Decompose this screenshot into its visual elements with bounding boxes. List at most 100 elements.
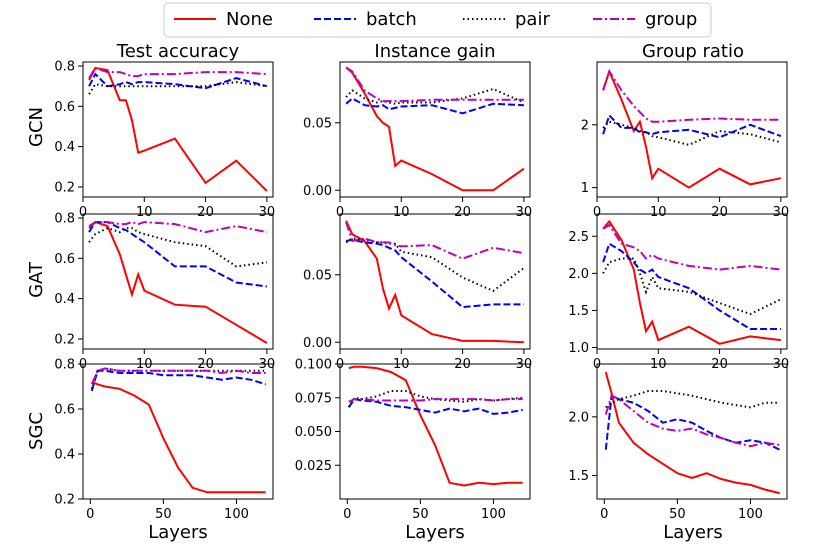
xlabel-col-1: Layers xyxy=(405,522,465,543)
y-tick-label: 1.0 xyxy=(568,341,589,356)
y-tick-label: 0.2 xyxy=(54,332,75,347)
x-tick-label: 0 xyxy=(600,507,608,522)
chart-panel-1-2: 0 10 20 301.01.52.02.5 xyxy=(568,213,789,372)
x-tick-label: 30 xyxy=(773,205,790,220)
series-line-batch xyxy=(602,242,781,330)
series-line-batch xyxy=(90,369,266,392)
series-line-none xyxy=(345,66,525,192)
series-line-group xyxy=(88,66,267,79)
series-line-pair xyxy=(605,390,780,409)
chart-panel-1-1: 0 10 20 300.000.05 xyxy=(303,213,532,372)
y-tick-label: 0.100 xyxy=(295,358,332,373)
series-line-batch xyxy=(604,394,781,451)
x-tick-label: 30 xyxy=(516,205,533,220)
y-tick-label: 0.8 xyxy=(54,60,75,75)
y-tick-label: 2.0 xyxy=(568,267,589,282)
axes-frame xyxy=(339,213,531,350)
y-tick-label: 0.8 xyxy=(54,212,75,227)
y-tick-label: 0.4 xyxy=(54,140,75,155)
y-tick-label: 0.050 xyxy=(295,425,332,440)
y-tick-label: 0.4 xyxy=(54,292,75,307)
y-tick-label: 1.5 xyxy=(568,304,589,319)
series-line-pair xyxy=(88,81,268,95)
row-label-gcn: GCN xyxy=(26,107,47,147)
series-line-pair xyxy=(602,120,782,146)
chart-panel-2-1: 0 50 100 0.025 0.050 0.075 0.100 xyxy=(295,358,531,522)
x-tick-label: 50 xyxy=(412,507,429,522)
chart-panel-0-1: 0 10 20 30 0.00 0.05 xyxy=(303,61,533,220)
axes-frame xyxy=(82,363,274,500)
y-tick-label: 0.075 xyxy=(295,391,332,406)
chart-panel-2-0: 0 50 100 0.2 0.4 0.6 0.8 xyxy=(54,358,274,522)
axes-frame xyxy=(596,363,788,500)
column-title-instance-gain: Instance gain xyxy=(374,41,495,62)
y-tick-label: 0.4 xyxy=(54,448,75,463)
series-line-group xyxy=(88,221,268,234)
series-line-none xyxy=(602,219,782,345)
x-tick-label: 50 xyxy=(669,507,686,522)
x-tick-label: 0 xyxy=(86,507,94,522)
legend-label-pair: pair xyxy=(515,9,550,30)
x-tick-label: 20 xyxy=(197,205,214,220)
x-tick-label: 0 xyxy=(336,205,344,220)
axes-frame xyxy=(596,213,788,350)
chart-panel-1-0: 0 10 20 300.20.40.60.8 xyxy=(54,212,275,372)
series-line-pair xyxy=(347,390,523,408)
y-tick-label: 2.0 xyxy=(568,410,589,425)
chart-panel-2-2: 0 50 100 1.5 2.0 xyxy=(568,363,788,522)
series-line-batch xyxy=(345,238,524,309)
legend-frame xyxy=(163,2,712,38)
series-line-none xyxy=(91,381,266,494)
series-line-none xyxy=(88,66,268,192)
x-tick-label: 0 xyxy=(79,205,87,220)
x-tick-label: 0 xyxy=(593,205,601,220)
y-tick-label: 0.2 xyxy=(54,493,75,508)
x-tick-label: 30 xyxy=(259,205,276,220)
chart-panel-0-2: 0 10 20 30 1 2 xyxy=(581,61,790,220)
x-tick-label: 100 xyxy=(224,507,249,522)
legend-label-group: group xyxy=(645,9,697,30)
y-tick-label: 0.2 xyxy=(54,180,75,195)
series-line-group xyxy=(345,221,525,260)
series-line-group xyxy=(604,394,780,448)
legend-label-batch: batch xyxy=(366,9,417,30)
xlabel-col-0: Layers xyxy=(148,522,208,543)
series-line-none xyxy=(88,220,268,344)
y-tick-label: 1.5 xyxy=(568,469,589,484)
series-line-batch xyxy=(345,97,524,115)
y-tick-label: 0.6 xyxy=(54,403,75,418)
column-title-group-ratio: Group ratio xyxy=(642,41,744,62)
legend: None batch pair group xyxy=(163,2,712,38)
y-tick-label: 0.00 xyxy=(303,336,332,351)
series-line-group xyxy=(602,223,782,271)
series-line-group xyxy=(345,66,524,103)
y-tick-label: 0.025 xyxy=(295,459,332,474)
panels: 0 10 20 300.20.40.60.80 10 20 300.000.050 10 20 3… xyxy=(54,60,789,522)
x-tick-label: 20 xyxy=(454,205,471,220)
y-tick-label: 0.00 xyxy=(303,184,332,199)
series-line-pair xyxy=(602,257,782,316)
axes-frame xyxy=(339,61,531,198)
x-tick-label: 10 xyxy=(393,205,410,220)
row-label-sgc: SGC xyxy=(26,412,47,450)
series-line-group xyxy=(90,367,266,385)
row-label-gat: GAT xyxy=(26,261,47,298)
series-line-none xyxy=(345,220,524,344)
axes-frame xyxy=(339,363,531,500)
axes-frame xyxy=(82,61,274,198)
series-line-group xyxy=(602,69,781,123)
x-tick-label: 100 xyxy=(738,507,763,522)
series-line-none xyxy=(604,371,780,495)
axes-frame xyxy=(596,61,788,198)
legend-label-none: None xyxy=(226,9,273,30)
x-tick-label: 10 xyxy=(650,205,667,220)
x-tick-label: 20 xyxy=(711,205,728,220)
x-tick-label: 50 xyxy=(155,507,172,522)
chart-panel-0-0: 0 10 20 30 0.2 0.4 0.6 0.8 xyxy=(54,60,275,220)
y-tick-label: 2.5 xyxy=(568,230,589,245)
y-tick-label: 0.05 xyxy=(303,268,332,283)
series-line-batch xyxy=(347,397,523,415)
y-tick-label: 0.6 xyxy=(54,252,75,267)
series-line-group xyxy=(348,398,523,403)
